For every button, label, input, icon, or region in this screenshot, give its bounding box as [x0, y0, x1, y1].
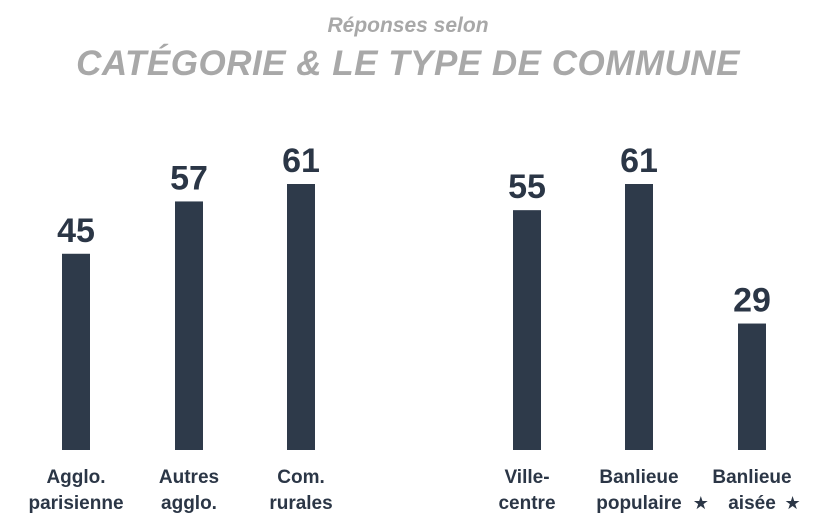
category-label-1-0: Autres	[159, 467, 219, 488]
bar-2	[287, 184, 315, 450]
category-label-3-1: centre	[498, 493, 555, 514]
value-label-1: 57	[170, 159, 208, 197]
star-icon-5: ★	[785, 493, 801, 514]
value-label-0: 45	[57, 212, 95, 250]
category-label-4-0: Banlieue	[599, 467, 678, 488]
category-label-4-1: populaire	[596, 493, 682, 514]
value-label-3: 55	[508, 168, 546, 206]
value-label-5: 29	[733, 282, 771, 320]
category-label-5-1: aisée	[728, 493, 776, 514]
category-label-1-1: agglo.	[161, 493, 217, 514]
chart-title: CATÉGORIE & LE TYPE DE COMMUNE	[76, 44, 740, 83]
bar-5	[738, 323, 766, 450]
bar-0	[62, 253, 90, 450]
category-label-2-0: Com.	[277, 467, 325, 488]
star-icon-4: ★	[693, 493, 709, 514]
value-label-2: 61	[282, 142, 320, 180]
category-label-0-0: Agglo.	[46, 467, 105, 488]
bar-1	[175, 201, 203, 450]
category-label-3-0: Ville-	[504, 467, 549, 488]
category-label-2-1: rurales	[269, 493, 332, 514]
bar-3	[513, 210, 541, 450]
bar-4	[625, 184, 653, 450]
category-label-0-1: parisienne	[28, 493, 123, 514]
value-label-4: 61	[620, 142, 658, 180]
chart-subtitle: Réponses selon	[327, 14, 489, 37]
category-label-5-0: Banlieue	[712, 467, 791, 488]
